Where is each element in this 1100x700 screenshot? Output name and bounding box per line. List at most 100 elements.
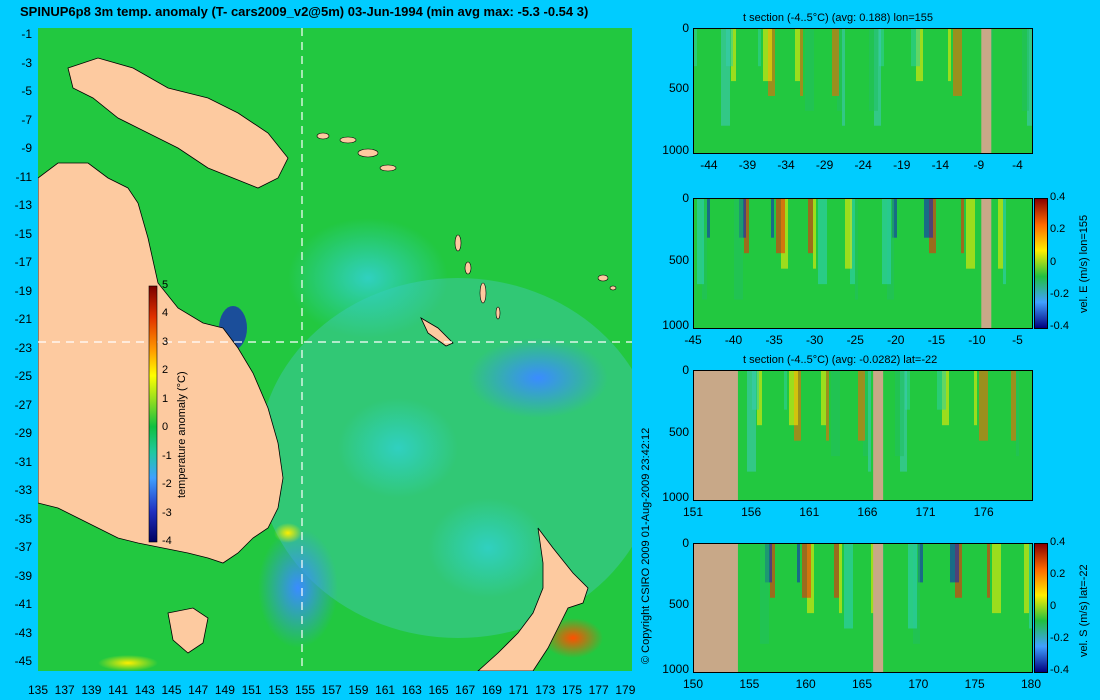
latitude-label: -41 bbox=[14, 597, 32, 611]
latitude-label: -23 bbox=[14, 340, 32, 355]
longitude-label: 179 bbox=[615, 683, 636, 697]
section-stripe bbox=[747, 371, 756, 472]
section-x-tick-label: 151 bbox=[682, 505, 704, 519]
section-x-tick-label: -5 bbox=[1012, 333, 1023, 347]
section-field bbox=[694, 544, 1032, 672]
temperature-anomaly-map: 5 4 3 2 1 0 -1 -2 -3 -4 temperature anomaly (°C) bbox=[37, 28, 658, 672]
longitude-label: 167 bbox=[455, 683, 476, 697]
latitude-label: -7 bbox=[21, 112, 32, 127]
section-stripe bbox=[707, 199, 710, 238]
section-stripe bbox=[992, 544, 1001, 614]
longitude-label: 175 bbox=[561, 683, 583, 697]
section-stripe bbox=[845, 199, 852, 269]
longitude-label: 151 bbox=[241, 683, 262, 697]
colorbar-tick-label: -3 bbox=[162, 506, 172, 519]
section-x-tick-label: 150 bbox=[682, 677, 704, 691]
latitude-label: -3 bbox=[21, 55, 32, 70]
latitude-label: -17 bbox=[14, 255, 32, 269]
longitude-label: 169 bbox=[481, 683, 502, 697]
longitude-label: 137 bbox=[54, 683, 75, 697]
latitude-label: -15 bbox=[14, 226, 32, 241]
section-stripe bbox=[826, 371, 829, 441]
coast-mask bbox=[694, 544, 738, 672]
velocity-colorbar bbox=[1034, 543, 1048, 673]
latitude-label: -33 bbox=[14, 483, 32, 497]
section-stripe bbox=[760, 544, 769, 644]
section-x-tick-label: -34 bbox=[777, 158, 795, 172]
section-stripe bbox=[892, 199, 897, 238]
section-stripe bbox=[1027, 29, 1032, 126]
coast-mask bbox=[694, 371, 738, 500]
latitude-label: -25 bbox=[14, 369, 32, 383]
section-stripe bbox=[953, 29, 962, 96]
section-stripe bbox=[998, 199, 1003, 269]
latitude-label: -29 bbox=[14, 426, 32, 440]
section-x-tick-label: 155 bbox=[739, 677, 760, 691]
colorbar-tick-label: -2 bbox=[162, 478, 172, 491]
section-stripe bbox=[948, 29, 951, 82]
longitude-label: 135 bbox=[27, 683, 49, 697]
velocity-colorbar-tick: 0.4 bbox=[1050, 536, 1066, 548]
section-stripe bbox=[879, 29, 884, 67]
latitude-label: -31 bbox=[14, 454, 32, 469]
longitude-label: 161 bbox=[375, 683, 396, 697]
section-stripe bbox=[770, 544, 775, 598]
section-x-tick-label: -15 bbox=[927, 333, 946, 347]
temperature-colorbar-label: temperature anomaly (°C) bbox=[176, 371, 188, 498]
section-x-tick-label: 165 bbox=[851, 677, 873, 691]
section-stripe bbox=[855, 199, 858, 300]
section-stripe bbox=[805, 29, 814, 111]
section-stripe bbox=[966, 199, 975, 269]
section-x-tick-label: 170 bbox=[908, 677, 929, 691]
section-stripe bbox=[937, 371, 946, 410]
section-stripe bbox=[911, 29, 920, 67]
longitude-label: 159 bbox=[348, 683, 369, 697]
longitude-label: 141 bbox=[108, 683, 129, 697]
velocity-colorbar-tick: 0 bbox=[1050, 600, 1057, 612]
section-stripe bbox=[895, 371, 904, 457]
section-stripe bbox=[990, 29, 993, 111]
section-stripe bbox=[908, 544, 917, 629]
velocity-colorbar-tick: -0.4 bbox=[1050, 320, 1069, 332]
section-stripe bbox=[858, 371, 865, 441]
colorbar-tick-label: 2 bbox=[162, 364, 169, 377]
section-stripe bbox=[784, 371, 787, 410]
section-stripe bbox=[813, 199, 816, 269]
latitude-label: -1 bbox=[21, 27, 32, 41]
longitude-label: 155 bbox=[294, 683, 316, 697]
section-x-tick-label: 160 bbox=[795, 677, 816, 691]
section-plot bbox=[693, 198, 1033, 329]
longitude-label: 163 bbox=[401, 683, 422, 697]
colorbar-tick-label: 3 bbox=[162, 335, 169, 348]
section-x-tick-label: 156 bbox=[741, 505, 762, 519]
land-mask bbox=[873, 371, 884, 500]
section-x-tick-label: -24 bbox=[854, 158, 872, 172]
latitude-label: -13 bbox=[14, 198, 32, 212]
section-stripe bbox=[863, 371, 868, 457]
section-stripe bbox=[1029, 544, 1032, 629]
latitude-label: -11 bbox=[15, 169, 32, 184]
section-x-tick-label: -25 bbox=[846, 333, 864, 347]
section-x-tick-label: 180 bbox=[1020, 677, 1042, 691]
section-stripe bbox=[842, 29, 845, 126]
depth-tick-label: 500 bbox=[668, 597, 689, 612]
velocity-colorbar-tick: -0.2 bbox=[1050, 287, 1069, 300]
depth-tick-label: 0 bbox=[682, 21, 689, 35]
section-plot bbox=[693, 370, 1033, 501]
longitude-label: 165 bbox=[428, 683, 449, 697]
velocity-colorbar-tick: -0.2 bbox=[1050, 632, 1069, 644]
section-x-tick-label: -45 bbox=[684, 333, 702, 347]
section-stripe bbox=[776, 199, 785, 254]
section-stripe bbox=[734, 199, 743, 300]
latitude-label: -19 bbox=[14, 283, 32, 298]
section-stripe bbox=[697, 199, 704, 285]
longitude-label: 177 bbox=[588, 683, 609, 697]
latitude-label: -43 bbox=[14, 625, 32, 640]
latitude-label: -37 bbox=[14, 540, 32, 554]
longitude-label: 173 bbox=[535, 683, 556, 697]
depth-tick-label: 1000 bbox=[662, 490, 689, 504]
section-stripe bbox=[839, 544, 842, 614]
longitude-label: 145 bbox=[161, 683, 182, 697]
longitude-label: 157 bbox=[321, 683, 342, 697]
land-mask bbox=[873, 544, 884, 672]
